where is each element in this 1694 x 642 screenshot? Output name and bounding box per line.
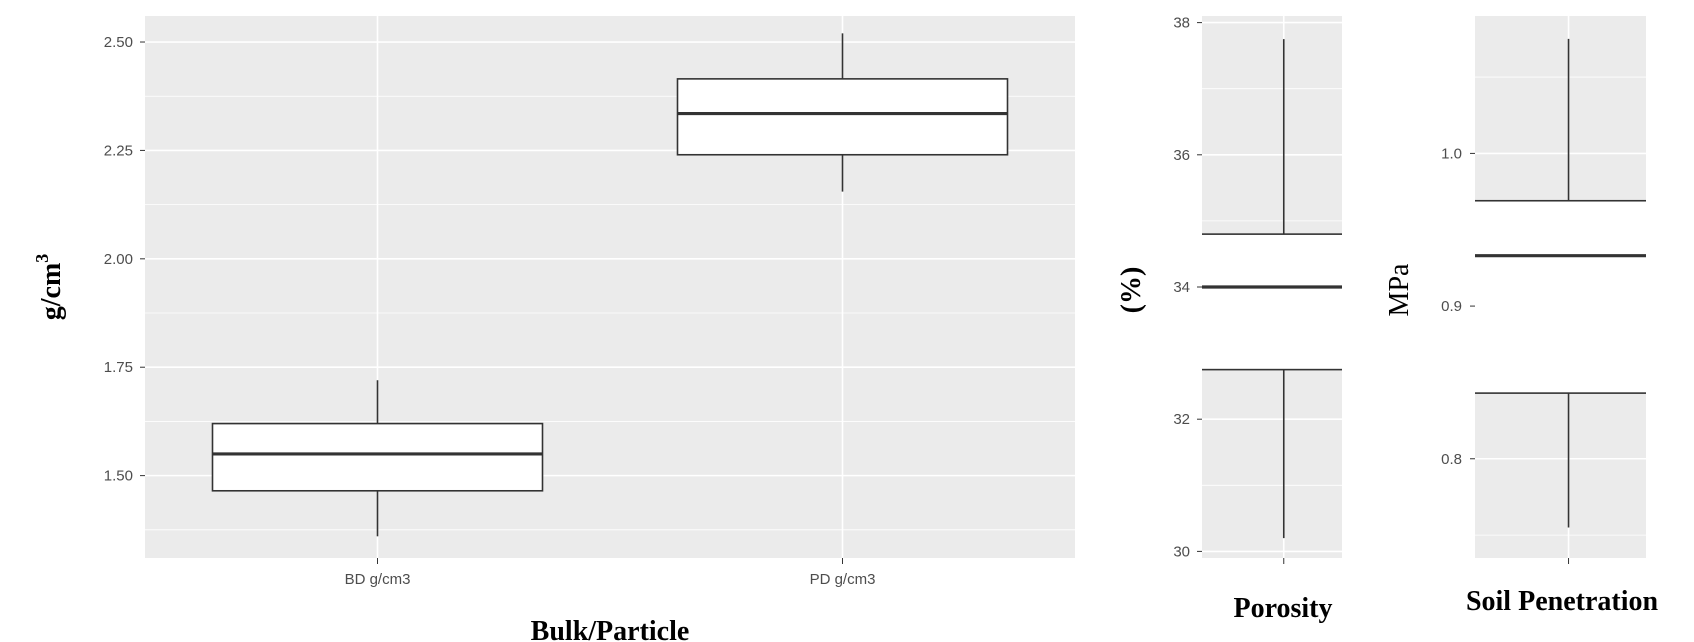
y-tick-label: 36 bbox=[1173, 147, 1190, 164]
panel-3-y-axis-title: MPa bbox=[1384, 263, 1415, 316]
box-iqr bbox=[676, 78, 1009, 156]
box-iqr bbox=[211, 422, 544, 492]
y-tick-label: 2.50 bbox=[104, 34, 133, 51]
panel-2-boxes bbox=[1202, 39, 1342, 564]
x-tick-label: PD g/cm3 bbox=[810, 571, 876, 588]
y-tick-label: 0.8 bbox=[1441, 451, 1462, 468]
panel-1-ytick-labels: 1.50 1.75 2.00 2.25 2.50 bbox=[104, 34, 145, 485]
x-tick-label: BD g/cm3 bbox=[345, 571, 411, 588]
panel-bulk-particle: 1.50 1.75 2.00 2.25 2.50 BD g/cm3 PD g/cm3 Bu… bbox=[32, 16, 1075, 642]
y-tick-label: 30 bbox=[1173, 543, 1190, 560]
panel-2-y-axis-title: (%) bbox=[1116, 267, 1147, 314]
panel-1-x-axis-title: Bulk/Particle bbox=[531, 616, 690, 642]
box-soil-penetration bbox=[1475, 38, 1646, 528]
panel-porosity: 30 32 34 36 38 Porosity (%) bbox=[1116, 15, 1342, 624]
y-tick-label: 2.00 bbox=[104, 251, 133, 268]
box-bd-g-cm3 bbox=[211, 380, 544, 537]
box-iqr bbox=[1475, 199, 1646, 394]
panel-2-ytick-labels: 30 32 34 36 38 bbox=[1173, 15, 1202, 560]
y-tick-label: 38 bbox=[1173, 15, 1190, 32]
panel-1-boxes bbox=[211, 33, 1009, 537]
panel-3-ytick-labels: 0.8 0.9 1.0 bbox=[1441, 145, 1475, 468]
y-tick-label: 2.25 bbox=[104, 142, 133, 159]
box-pd-g-cm3 bbox=[676, 33, 1009, 192]
panel-1-y-axis-title: g/cm3 bbox=[32, 254, 67, 321]
panel-3-x-axis-title: Soil Penetration bbox=[1466, 586, 1659, 617]
y-tick-label: 32 bbox=[1173, 411, 1190, 428]
panel-3-boxes bbox=[1475, 38, 1646, 564]
box-iqr bbox=[1202, 233, 1342, 371]
panel-1-xtick-labels: BD g/cm3 PD g/cm3 bbox=[345, 558, 876, 588]
y-tick-label: 34 bbox=[1173, 279, 1190, 296]
panel-soil-penetration: 0.8 0.9 1.0 Soil Penetration MPa bbox=[1384, 16, 1659, 617]
y-tick-label: 1.50 bbox=[104, 468, 133, 485]
y-tick-label: 1.0 bbox=[1441, 145, 1462, 162]
panel-1-y-axis-title-base: g/cm bbox=[36, 263, 67, 321]
box-porosity bbox=[1202, 39, 1342, 539]
y-tick-label: 1.75 bbox=[104, 359, 133, 376]
panel-2-x-axis-title: Porosity bbox=[1233, 593, 1332, 624]
y-tick-label: 0.9 bbox=[1441, 298, 1462, 315]
panel-1-y-axis-title-sup: 3 bbox=[32, 254, 52, 263]
